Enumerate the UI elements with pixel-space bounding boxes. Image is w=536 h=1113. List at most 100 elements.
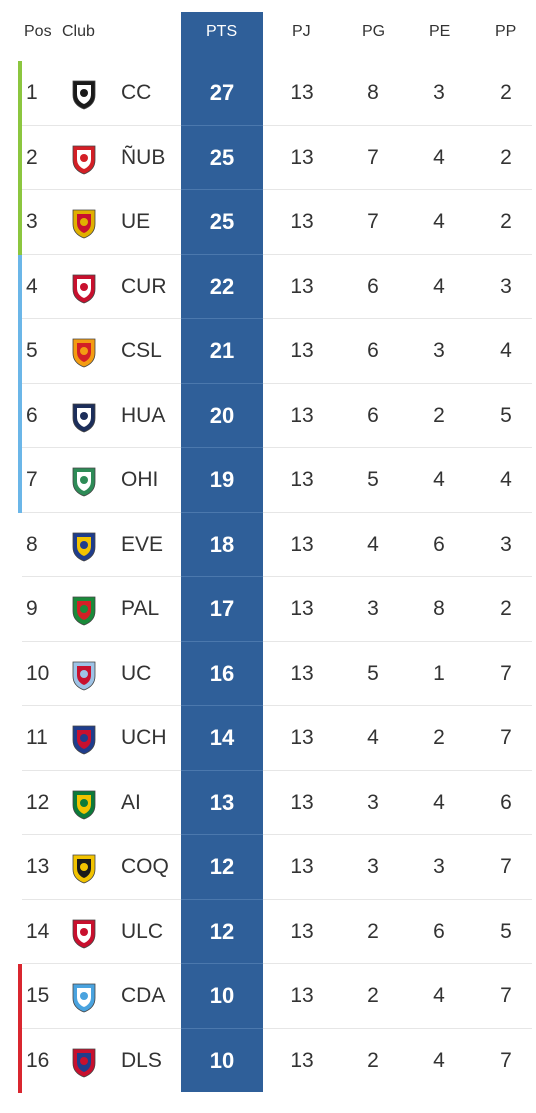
table-row[interactable]: 13 COQ 12 13 3 3 7: [0, 835, 536, 900]
points-divider: [181, 253, 263, 255]
standings-header: Pos Club PTS PJ PG PE PP: [0, 12, 536, 60]
won-value: 2: [367, 984, 379, 1007]
points-divider: [181, 511, 263, 513]
points-divider: [181, 1027, 263, 1029]
table-row[interactable]: 16 DLS 10 13 2 4 7: [0, 1028, 536, 1093]
lost-value: 2: [500, 81, 512, 104]
club-abbreviation[interactable]: DLS: [121, 1048, 162, 1072]
points-value: 16: [209, 660, 235, 686]
played-value: 13: [290, 403, 314, 427]
table-row[interactable]: 14 ULC 12 13 2 6 5: [0, 900, 536, 964]
points-value: 25: [209, 144, 235, 170]
cobresal-crest-icon: [66, 333, 102, 369]
points-divider: [181, 898, 263, 900]
table-row[interactable]: 15 CDA 10 13 2 4 7: [0, 964, 536, 1029]
header-pts[interactable]: PTS: [206, 23, 238, 40]
played-value: 13: [290, 597, 314, 620]
club-abbreviation[interactable]: COQ: [121, 855, 169, 878]
points-value: 19: [209, 467, 235, 492]
points-divider: [181, 640, 263, 642]
played-value: 13: [290, 661, 314, 685]
club-abbreviation[interactable]: CSL: [121, 339, 162, 362]
row-divider: [22, 511, 532, 513]
points-value: 17: [209, 596, 235, 621]
points-divider: [181, 189, 263, 190]
header-pe[interactable]: PE: [429, 23, 451, 40]
header-pos[interactable]: Pos: [24, 23, 52, 40]
table-row[interactable]: 10 UC 16 13 5 1 7: [0, 642, 536, 706]
table-row[interactable]: 6 HUA 20 13 6 2 5: [0, 383, 536, 448]
club-abbreviation[interactable]: UCH: [121, 726, 167, 749]
lost-value: 2: [500, 597, 512, 620]
won-value: 6: [367, 339, 379, 362]
points-divider: [181, 447, 263, 448]
points-value: 25: [209, 209, 235, 234]
table-row[interactable]: 4 CUR 22 13 6 4 3: [0, 254, 536, 319]
zone-indicator-bar: [18, 964, 22, 1029]
header-pp[interactable]: PP: [495, 23, 517, 40]
won-value: 6: [367, 274, 379, 298]
club-abbreviation[interactable]: CDA: [121, 984, 166, 1007]
won-value: 8: [367, 81, 379, 104]
lost-value: 4: [500, 339, 512, 362]
table-row[interactable]: 12 AI 13 13 3 4 6: [0, 771, 536, 835]
club-abbreviation[interactable]: UE: [121, 210, 151, 233]
ohiggins-crest-icon: [66, 462, 102, 498]
zone-indicator-bar: [18, 125, 22, 190]
table-row[interactable]: 1 CC 27 13 8 3 2: [0, 61, 536, 126]
club-abbreviation[interactable]: UC: [121, 661, 152, 685]
club-abbreviation[interactable]: HUA: [121, 403, 166, 427]
played-value: 13: [290, 532, 314, 556]
row-position: 6: [26, 403, 38, 427]
club-abbreviation[interactable]: CUR: [121, 274, 167, 298]
points-divider: [181, 834, 263, 835]
won-value: 4: [367, 532, 379, 556]
row-position: 11: [26, 726, 48, 749]
won-value: 5: [367, 661, 379, 685]
lost-value: 2: [500, 145, 512, 169]
table-row[interactable]: 9 PAL 17 13 3 8 2: [0, 577, 536, 642]
table-row[interactable]: 5 CSL 21 13 6 3 4: [0, 319, 536, 384]
row-position: 16: [26, 1048, 50, 1072]
row-divider: [22, 382, 532, 384]
table-row[interactable]: 3 UE 25 13 7 4 2: [0, 190, 536, 255]
won-value: 3: [367, 790, 379, 814]
row-position: 8: [26, 532, 38, 556]
table-row[interactable]: 8 EVE 18 13 4 6 3: [0, 513, 536, 577]
row-position: 2: [26, 145, 38, 169]
drawn-value: 6: [433, 919, 445, 943]
coquimbo-crest-icon: [66, 849, 102, 885]
catolica-crest-icon: [66, 656, 102, 692]
drawn-value: 2: [433, 726, 445, 749]
club-abbreviation[interactable]: CC: [121, 81, 152, 104]
club-abbreviation[interactable]: PAL: [121, 597, 160, 620]
row-position: 4: [26, 274, 38, 298]
header-pg[interactable]: PG: [362, 23, 386, 40]
points-column-highlight: [181, 12, 263, 1092]
club-abbreviation[interactable]: AI: [121, 790, 141, 814]
points-divider: [181, 124, 263, 126]
la-serena-crest-icon: [66, 1043, 102, 1079]
row-position: 15: [26, 984, 50, 1007]
lost-value: 6: [500, 790, 512, 814]
drawn-value: 4: [433, 984, 445, 1007]
won-value: 5: [367, 468, 379, 491]
club-abbreviation[interactable]: OHI: [121, 468, 159, 491]
table-row[interactable]: 7 OHI 19 13 5 4 4: [0, 448, 536, 513]
table-row[interactable]: 2 ÑUB 25 13 7 4 2: [0, 125, 536, 190]
club-abbreviation[interactable]: ÑUB: [121, 145, 166, 169]
row-position: 12: [26, 790, 50, 814]
row-divider: [22, 576, 532, 577]
drawn-value: 4: [433, 274, 445, 298]
drawn-value: 4: [433, 790, 445, 814]
won-value: 3: [367, 855, 379, 878]
row-divider: [22, 124, 532, 126]
club-abbreviation[interactable]: ULC: [121, 919, 164, 943]
header-club[interactable]: Club: [62, 23, 95, 40]
club-abbreviation[interactable]: EVE: [121, 532, 164, 556]
header-pj[interactable]: PJ: [292, 23, 311, 40]
played-value: 13: [290, 210, 314, 233]
table-row[interactable]: 11 UCH 14 13 4 2 7: [0, 706, 536, 771]
zone-indicator-bar: [18, 61, 22, 126]
points-value: 21: [209, 338, 235, 363]
